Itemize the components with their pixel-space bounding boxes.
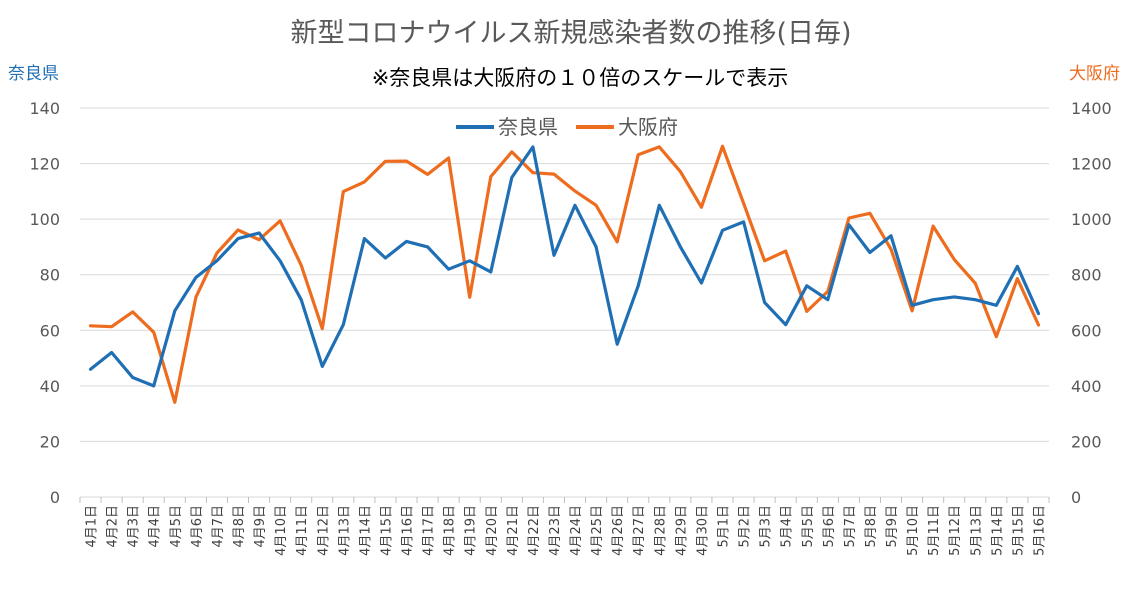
x-tick-label: 4月18日 bbox=[443, 505, 458, 556]
x-tick-label: 4月16日 bbox=[401, 505, 416, 556]
x-tick-label: 5月11日 bbox=[927, 505, 942, 556]
right-tick-label: 1000 bbox=[1071, 210, 1112, 229]
x-tick-label: 4月15日 bbox=[379, 505, 394, 556]
x-tick-label: 5月7日 bbox=[843, 505, 858, 548]
left-tick-label: 100 bbox=[29, 210, 60, 229]
x-tick-label: 4月21日 bbox=[506, 505, 521, 556]
x-tick-label: 4月14日 bbox=[358, 505, 373, 556]
x-tick-label: 4月8日 bbox=[232, 505, 247, 548]
x-tick-label: 5月12日 bbox=[948, 505, 963, 556]
right-axis-label: 大阪府 bbox=[1069, 64, 1120, 84]
x-tick-label: 5月14日 bbox=[990, 505, 1005, 556]
x-tick-label: 4月9日 bbox=[253, 505, 268, 548]
right-tick-label: 200 bbox=[1071, 432, 1102, 451]
x-tick-label: 5月13日 bbox=[969, 505, 984, 556]
x-tick-label: 4月1日 bbox=[85, 505, 100, 548]
right-tick-label: 400 bbox=[1071, 377, 1102, 396]
left-tick-label: 80 bbox=[40, 266, 60, 285]
x-tick-label: 5月5日 bbox=[801, 505, 816, 548]
right-tick-label: 1200 bbox=[1071, 155, 1112, 174]
x-tick-label: 4月25日 bbox=[590, 505, 605, 556]
right-axis-ticks: 0 200 400 600 800 1000 1200 1400 bbox=[1071, 99, 1112, 507]
x-tick-label: 4月30日 bbox=[695, 505, 710, 556]
x-tick-label: 4月3日 bbox=[127, 505, 142, 548]
right-tick-label: 1400 bbox=[1071, 99, 1112, 118]
chart-subtitle: ※奈良県は大阪府の１０倍のスケールで表示 bbox=[372, 66, 789, 90]
legend: 奈良県 大阪府 bbox=[456, 115, 678, 139]
x-tick-label: 4月6日 bbox=[190, 505, 205, 548]
x-tick-label: 5月2日 bbox=[738, 505, 753, 548]
x-tick-label: 5月6日 bbox=[822, 505, 837, 548]
right-tick-label: 600 bbox=[1071, 321, 1102, 340]
left-tick-label: 0 bbox=[50, 488, 60, 507]
x-tick-label: 4月11日 bbox=[295, 505, 310, 556]
left-tick-label: 40 bbox=[40, 377, 60, 396]
x-tick-label: 4月19日 bbox=[464, 505, 479, 556]
left-axis-ticks: 0 20 40 60 80 100 120 140 bbox=[29, 99, 60, 507]
series-lines bbox=[88, 144, 1041, 404]
x-tick-label: 5月8日 bbox=[864, 505, 879, 548]
x-tick-label: 4月28日 bbox=[653, 505, 668, 556]
x-tick-label: 5月4日 bbox=[780, 505, 795, 548]
x-tick-label: 4月2日 bbox=[106, 505, 121, 548]
x-tick-label: 4月27日 bbox=[632, 505, 647, 556]
gridlines bbox=[80, 107, 1049, 498]
x-tick-label: 4月24日 bbox=[569, 505, 584, 556]
x-tick-label: 4月7日 bbox=[211, 505, 226, 548]
x-tick-label: 5月9日 bbox=[885, 505, 900, 548]
legend-label: 奈良県 bbox=[498, 115, 558, 139]
x-axis-ticks: 4月1日 4月2日 4月3日 4月4日 4月5日 4月6日 4月7日 4月8日 4月9日 4月10… bbox=[79, 497, 1050, 556]
series-line-nara bbox=[88, 145, 1041, 388]
x-tick-label: 5月3日 bbox=[759, 505, 774, 548]
x-tick-label: 4月17日 bbox=[422, 505, 437, 556]
left-tick-label: 140 bbox=[29, 99, 60, 118]
x-tick-label: 4月22日 bbox=[527, 505, 542, 556]
x-tick-label: 4月26日 bbox=[611, 505, 626, 556]
x-tick-label: 5月1日 bbox=[716, 505, 731, 548]
x-tick-label: 4月29日 bbox=[674, 505, 689, 556]
right-tick-label: 0 bbox=[1071, 488, 1081, 507]
x-tick-label: 5月16日 bbox=[1032, 505, 1047, 556]
x-tick-label: 4月23日 bbox=[548, 505, 563, 556]
legend-label: 大阪府 bbox=[618, 115, 678, 139]
left-tick-label: 120 bbox=[29, 155, 60, 174]
chart-title: 新型コロナウイルス新規感染者数の推移(日毎) bbox=[290, 18, 851, 49]
x-tick-label: 4月10日 bbox=[274, 505, 289, 556]
x-tick-label: 5月15日 bbox=[1011, 505, 1026, 556]
x-tick-label: 4月12日 bbox=[316, 505, 331, 556]
x-tick-label: 4月4日 bbox=[148, 505, 163, 548]
left-tick-label: 20 bbox=[40, 432, 60, 451]
x-tick-label: 5月10日 bbox=[906, 505, 921, 556]
x-tick-label: 4月13日 bbox=[337, 505, 352, 556]
left-axis-label: 奈良県 bbox=[8, 64, 59, 84]
right-tick-label: 800 bbox=[1071, 266, 1102, 285]
x-tick-label: 4月5日 bbox=[169, 505, 184, 548]
x-tick-label: 4月20日 bbox=[485, 505, 500, 556]
left-tick-label: 60 bbox=[40, 321, 60, 340]
